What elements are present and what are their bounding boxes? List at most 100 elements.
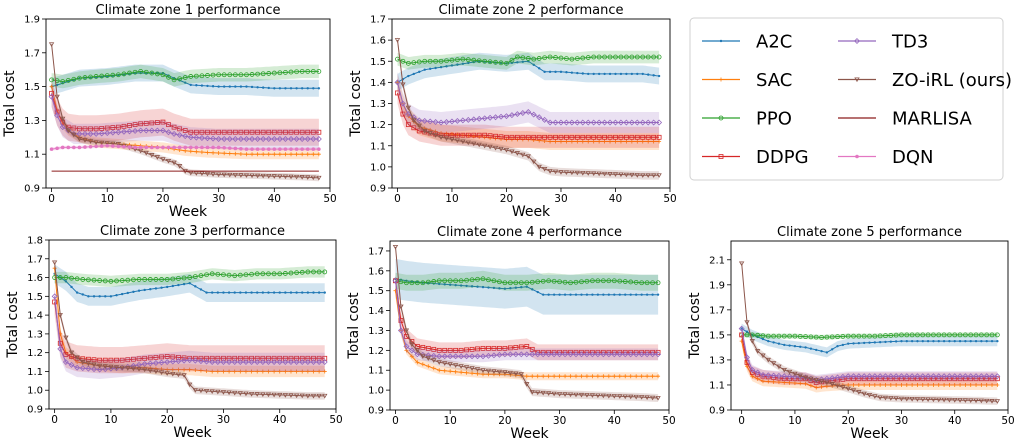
data-point (222, 145, 226, 150)
data-point (851, 382, 856, 387)
data-point (487, 144, 493, 150)
data-point (802, 375, 809, 381)
legend-item-zo-irl-ours: ZO-iRL (ours) (838, 70, 1012, 91)
data-point (88, 126, 93, 132)
data-point (899, 382, 904, 387)
data-point (995, 382, 1000, 387)
series-line (51, 70, 319, 83)
data-point (192, 274, 198, 280)
data-point (459, 370, 464, 375)
data-point (738, 325, 745, 332)
x-tick-label: 40 (273, 414, 286, 426)
data-point (952, 376, 958, 382)
data-point (507, 280, 513, 286)
data-point (551, 351, 558, 358)
data-point (645, 293, 649, 296)
data-point (115, 124, 121, 130)
data-point (845, 373, 852, 380)
data-point (745, 330, 749, 333)
data-point (786, 373, 793, 380)
data-point (422, 58, 428, 64)
data-point (851, 376, 856, 382)
data-point (656, 54, 662, 60)
x-axis-label: Week (169, 204, 208, 220)
data-point (121, 71, 127, 77)
data-point (431, 358, 437, 363)
data-point (861, 333, 867, 339)
data-point (99, 73, 105, 79)
data-point (834, 383, 841, 389)
data-point (877, 333, 883, 339)
data-point (64, 280, 68, 283)
data-point (770, 372, 777, 379)
data-point (261, 152, 266, 157)
data-point (585, 293, 589, 296)
data-point (459, 284, 463, 287)
data-point (947, 376, 952, 382)
data-point (215, 389, 221, 395)
data-point (973, 398, 979, 404)
data-point (628, 119, 635, 126)
data-point (824, 380, 830, 386)
data-point (91, 277, 97, 283)
data-point (166, 74, 171, 80)
data-point (147, 355, 153, 361)
data-point (509, 57, 515, 63)
data-point (182, 128, 188, 133)
data-point (894, 340, 898, 343)
data-point (467, 61, 470, 65)
data-point (574, 374, 578, 379)
data-point (557, 374, 562, 379)
data-point (899, 376, 904, 382)
data-point (405, 60, 411, 66)
data-point (250, 147, 254, 151)
data-point (316, 129, 322, 135)
data-point (909, 332, 915, 338)
data-point (221, 272, 226, 278)
data-point (126, 128, 133, 135)
data-point (650, 280, 655, 286)
data-point (104, 130, 111, 137)
data-point (205, 129, 210, 135)
data-point (569, 170, 575, 176)
y-tick-label: 1.2 (27, 348, 43, 359)
data-point (288, 69, 294, 75)
data-point (616, 351, 623, 358)
data-point (276, 136, 283, 142)
data-point (535, 279, 541, 285)
data-point (777, 342, 781, 345)
data-point (638, 351, 645, 358)
data-point (877, 395, 883, 401)
data-point (808, 383, 813, 388)
x-tick-label: 40 (609, 193, 622, 205)
data-point (426, 364, 431, 369)
data-point (634, 374, 639, 379)
x-tick-label: 30 (553, 415, 566, 427)
data-point (458, 353, 465, 360)
data-point (803, 381, 808, 386)
data-point (962, 373, 969, 380)
data-point (460, 56, 466, 62)
y-tick-label: 1.7 (368, 246, 384, 257)
data-point (266, 129, 272, 135)
data-point (75, 360, 80, 365)
x-tick-label: 30 (554, 193, 567, 205)
data-point (432, 133, 439, 138)
data-point (316, 175, 322, 181)
data-point (487, 59, 493, 65)
data-point (994, 376, 1000, 382)
data-point (994, 332, 1000, 338)
x-tick-label: 10 (443, 415, 456, 427)
data-point (149, 70, 155, 76)
data-point (265, 392, 272, 398)
data-point (182, 133, 189, 140)
data-point (438, 135, 444, 140)
y-tick-label: 1.3 (368, 326, 384, 337)
data-point (170, 371, 176, 377)
data-point (166, 122, 171, 128)
data-point (254, 392, 260, 397)
y-tick-label: 1.7 (27, 254, 43, 265)
data-point (312, 87, 315, 90)
data-point (293, 359, 300, 366)
